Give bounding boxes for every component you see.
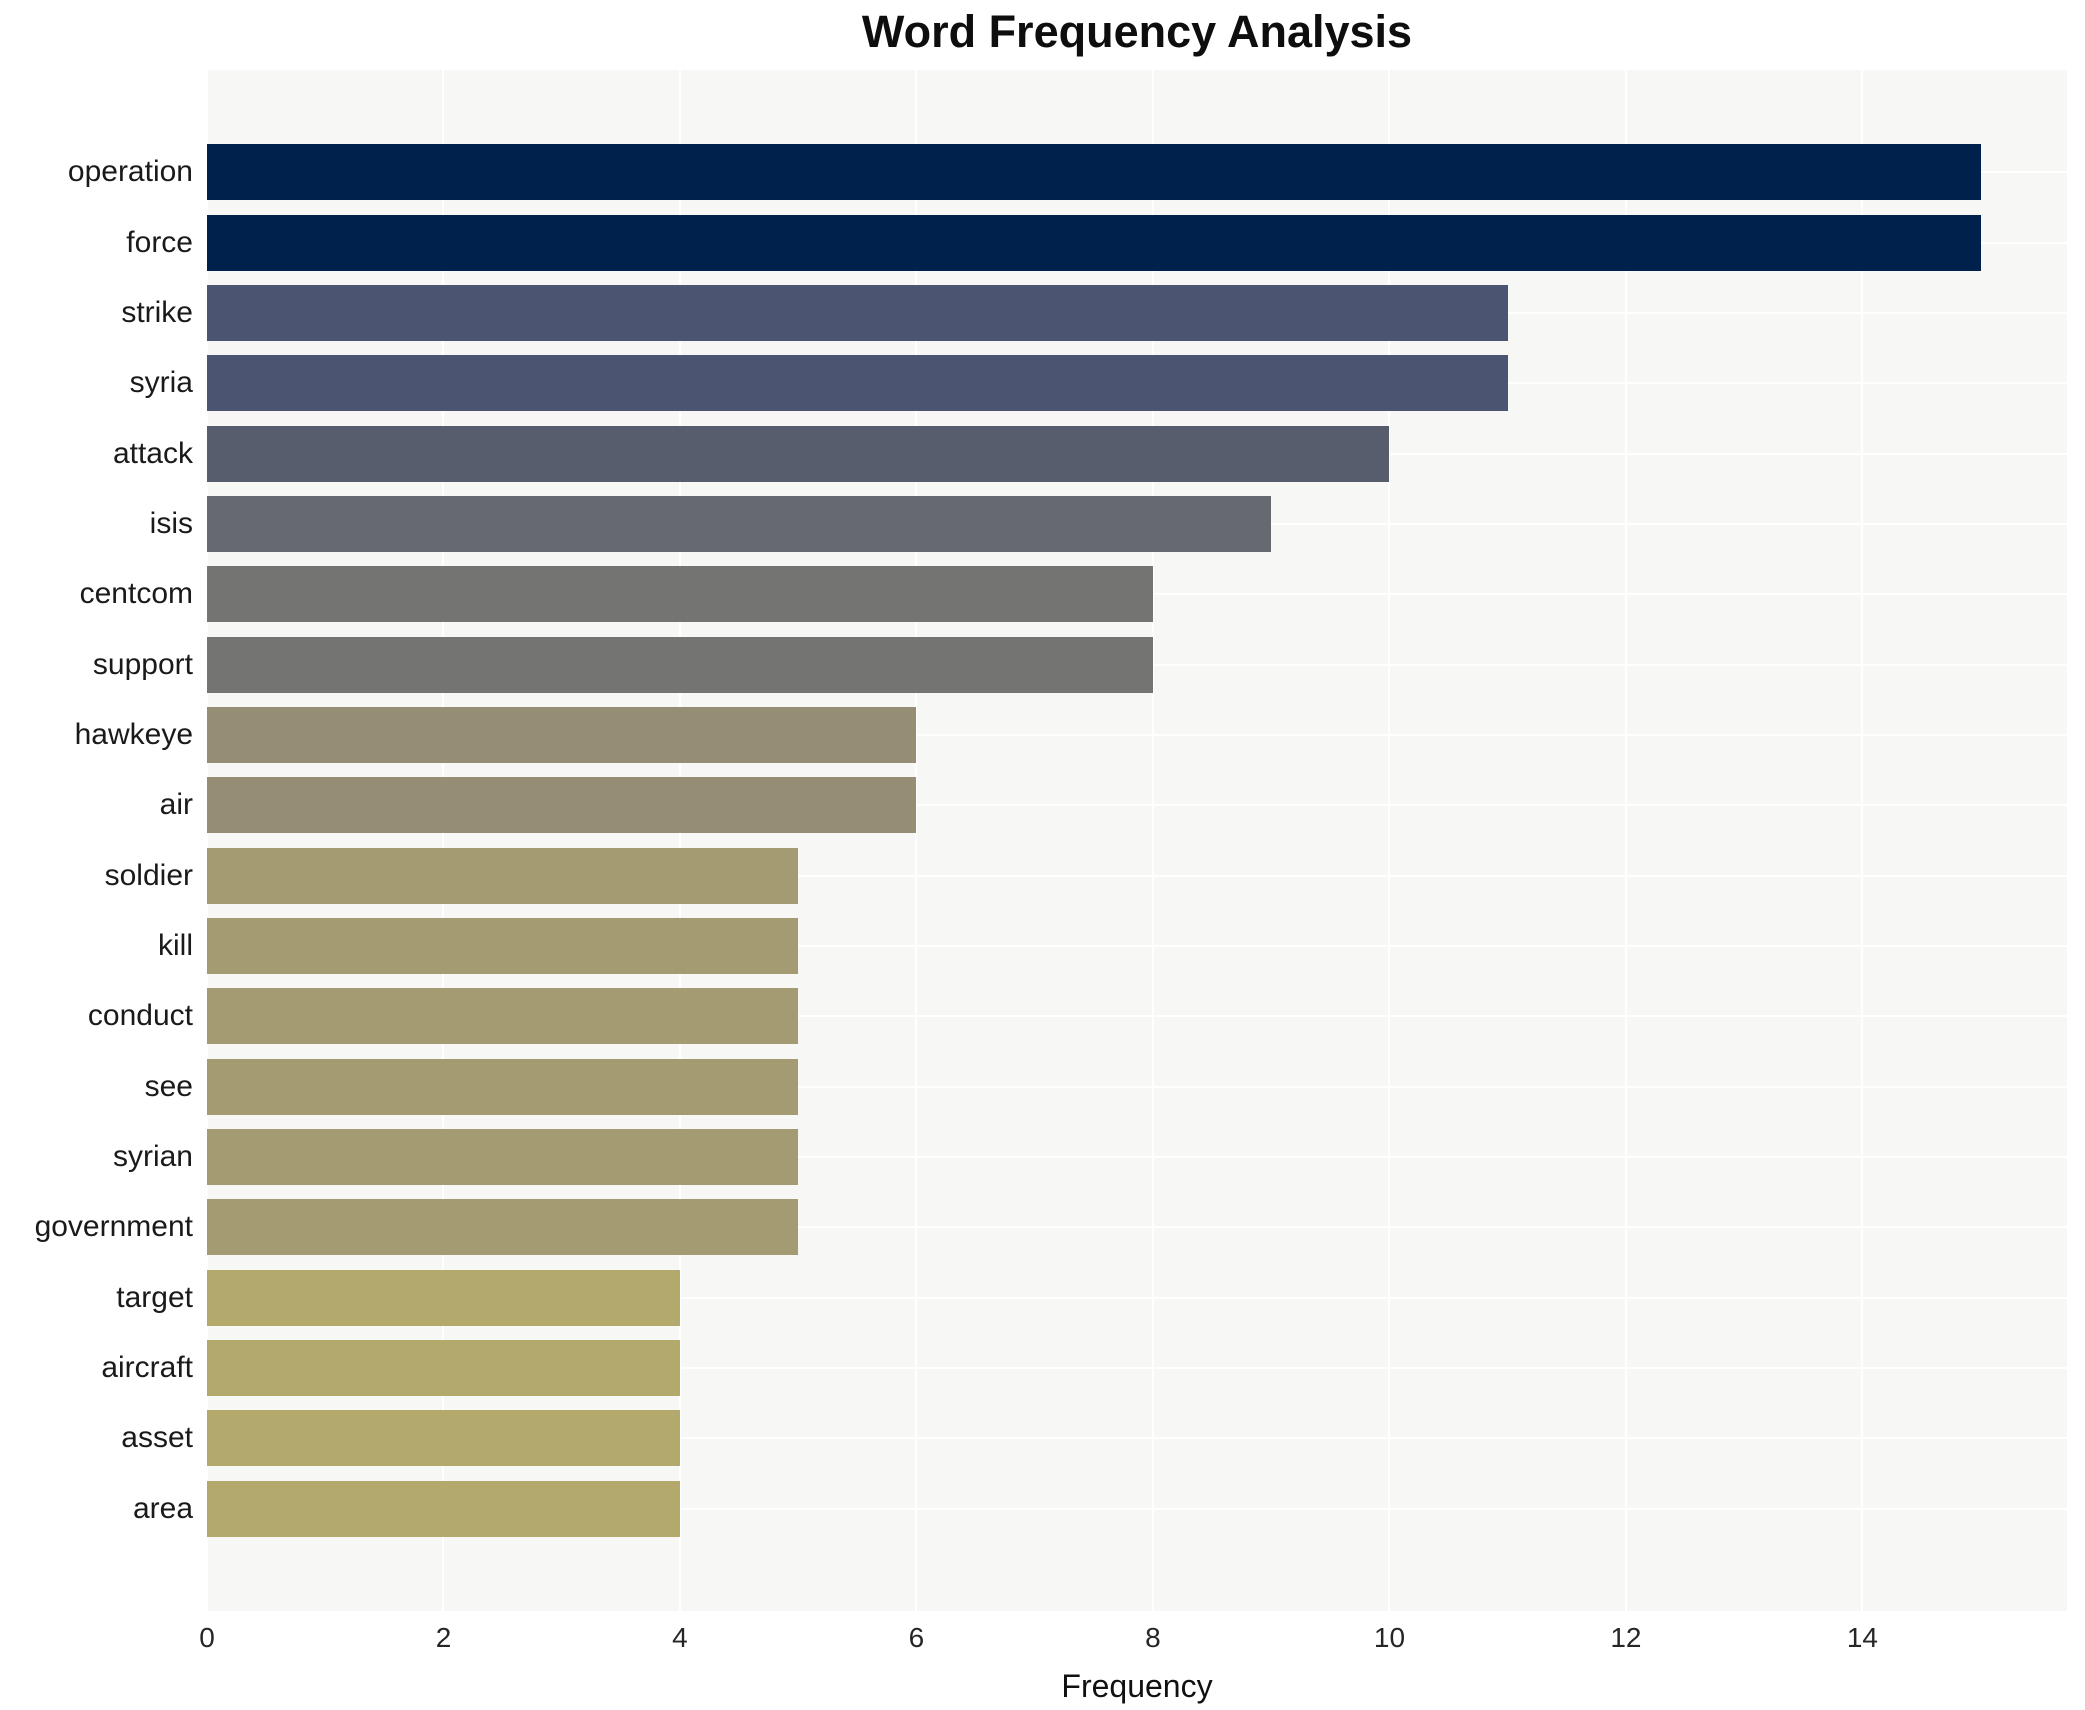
bar-row: support	[93, 629, 2067, 699]
x-tick-label: 4	[672, 1622, 688, 1653]
y-tick-label: government	[34, 1210, 193, 1244]
x-tick-label: 8	[1145, 1622, 1161, 1653]
y-tick-label: area	[132, 1491, 193, 1525]
bar-soldier	[207, 847, 799, 904]
gridline-y	[207, 1155, 2067, 1158]
gridline-x-12	[1624, 70, 1627, 1611]
chart-title: Word Frequency Analysis	[861, 6, 1413, 57]
bar-row: hawkeye	[75, 700, 2067, 770]
gridline-x-0	[206, 70, 208, 1611]
bar-support	[207, 636, 1153, 693]
gridline-x-10	[1388, 70, 1391, 1611]
bar-row: syrian	[113, 1122, 2067, 1192]
bar-row: soldier	[105, 840, 2067, 910]
y-tick-label: target	[116, 1280, 193, 1314]
bar-hawkeye	[207, 706, 917, 763]
bar-government	[207, 1199, 799, 1256]
bar-aircraft	[207, 1340, 680, 1397]
bar-row: syria	[130, 348, 2067, 418]
y-tick-label: hawkeye	[74, 717, 193, 751]
bar-asset	[207, 1410, 680, 1467]
plot-area: operation force strike syria attack isis centc…	[35, 70, 2067, 1611]
y-tick-label: aircraft	[101, 1351, 193, 1385]
gridline-y	[207, 1226, 2067, 1229]
bar-syrian	[207, 1128, 799, 1185]
gridline-y	[207, 1437, 2067, 1440]
gridline-y	[207, 1367, 2067, 1370]
bar-row: target	[116, 1263, 2067, 1333]
x-tick-label: 10	[1373, 1622, 1406, 1653]
y-tick-label: strike	[121, 295, 193, 329]
gridline-y	[207, 874, 2067, 877]
gridline-x-6	[915, 70, 918, 1611]
gridline-y	[207, 1015, 2067, 1018]
bar-area	[207, 1480, 680, 1537]
bar-row: force	[126, 207, 2067, 277]
gridline-x-2	[442, 70, 445, 1611]
bar-kill	[207, 917, 799, 974]
x-tick-label: 6	[908, 1622, 925, 1653]
bar-strike	[207, 284, 1508, 341]
bar-row: see	[145, 1051, 2067, 1121]
y-tick-label: see	[144, 1069, 193, 1103]
y-tick-label: air	[159, 788, 193, 822]
y-tick-label: isis	[149, 506, 193, 540]
y-tick-label: force	[126, 225, 193, 259]
bar-row: centcom	[80, 559, 2067, 629]
bar-target	[207, 1269, 680, 1326]
bar-air	[207, 777, 917, 834]
x-tick-label: 12	[1610, 1622, 1642, 1653]
bar-row: aircraft	[101, 1333, 2067, 1403]
gridline-y	[207, 944, 2067, 947]
bar-row: isis	[150, 489, 2067, 559]
bar-force	[207, 214, 1981, 271]
y-tick-label: kill	[158, 928, 193, 962]
bar-row: asset	[121, 1403, 2067, 1473]
bar-operation	[207, 144, 1981, 201]
bar-row: operation	[68, 137, 2067, 207]
bar-syria	[207, 355, 1508, 412]
bar-row: attack	[113, 418, 2067, 488]
y-tick-label: soldier	[104, 858, 193, 892]
bar-row: area	[133, 1474, 2067, 1544]
bar-isis	[207, 495, 1272, 552]
x-axis-tick-labels: 0 2 4 6 8 10 12 14	[199, 1622, 2067, 1662]
y-tick-label: syria	[129, 366, 193, 400]
bar-row: strike	[121, 278, 2067, 348]
y-tick-label: syrian	[112, 1139, 193, 1173]
y-tick-label: conduct	[87, 999, 193, 1033]
y-tick-label: attack	[112, 436, 193, 470]
bar-row: government	[35, 1192, 2067, 1262]
y-tick-label: support	[92, 647, 193, 681]
x-axis-label: Frequency	[1061, 1668, 1213, 1704]
gridline-y	[207, 1507, 2067, 1510]
bar-row: air	[160, 770, 2067, 840]
gridline-y	[207, 733, 2067, 736]
y-tick-label: asset	[121, 1421, 193, 1455]
gridline-y	[207, 804, 2067, 807]
bar-see	[207, 1058, 799, 1115]
x-tick-label: 0	[199, 1622, 215, 1653]
bar-attack	[207, 425, 1390, 482]
gridline-x-14	[1861, 70, 1864, 1611]
bar-rows: operation force strike syria attack isis centc…	[35, 70, 2067, 1611]
gridline-x-8	[1151, 70, 1154, 1611]
gridline-y	[207, 1296, 2067, 1299]
bar-centcom	[207, 566, 1153, 623]
x-tick-label: 2	[435, 1622, 452, 1653]
gridline-x-4	[678, 70, 681, 1611]
y-tick-label: operation	[67, 155, 193, 189]
bar-row: kill	[158, 911, 2067, 981]
gridline-y	[207, 1085, 2067, 1088]
y-tick-label: centcom	[79, 577, 193, 611]
bar-conduct	[207, 988, 799, 1045]
x-tick-label: 14	[1846, 1622, 1878, 1653]
bar-row: conduct	[88, 981, 2067, 1051]
